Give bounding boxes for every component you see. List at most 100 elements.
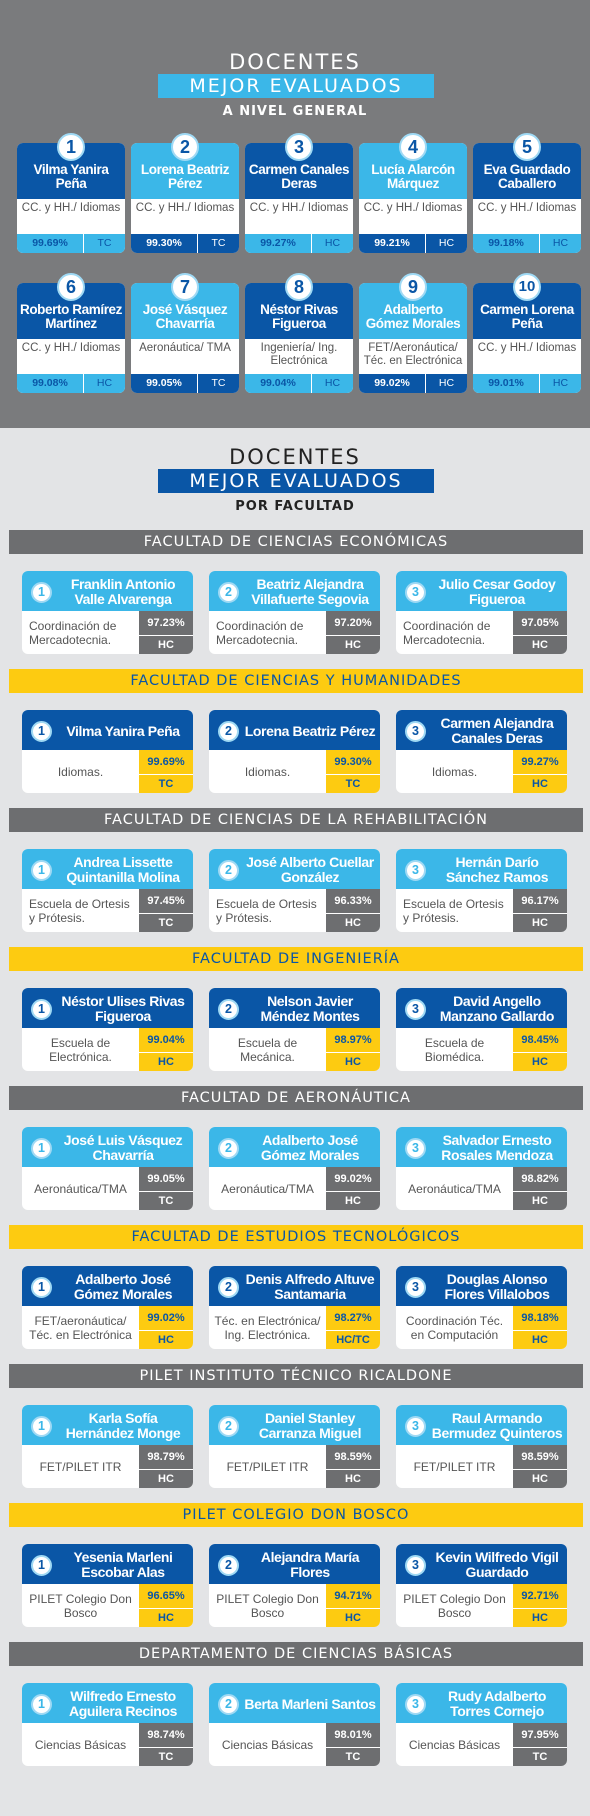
rank-badge: 1 bbox=[31, 999, 52, 1020]
faculty-header: FACULTAD DE ESTUDIOS TECNOLÓGICOS bbox=[9, 1225, 583, 1249]
general-section: DOCENTES MEJOR EVALUADOS A NIVEL GENERAL… bbox=[0, 0, 590, 428]
rank-badge: 1 bbox=[31, 1555, 52, 1576]
teacher-name: Lucía Alarcón Márquez bbox=[371, 162, 455, 191]
score: 99.04% bbox=[260, 377, 296, 389]
card-footer: 99.05% TC bbox=[131, 374, 239, 393]
score: 99.30% bbox=[146, 237, 182, 249]
rank-badge: 3 bbox=[405, 1277, 426, 1298]
faculty-card: 2 Beatriz Alejandra Villafuerte Segovia Co… bbox=[209, 571, 380, 654]
faculty-card: 1 Adalberto José Gómez Morales FET/aeronáu… bbox=[22, 1266, 193, 1349]
contract-type: HC bbox=[139, 1469, 193, 1488]
score: 99.18% bbox=[488, 237, 524, 249]
faculty-card: 2 Berta Marleni Santos Ciencias Básicas 98.… bbox=[209, 1683, 380, 1766]
department: CC. y HH./ Idiomas bbox=[21, 342, 121, 354]
faculty-card: 3 Raul Armando Bermudez Quinteros FET/PILE… bbox=[396, 1405, 567, 1488]
teacher-name: Néstor Ulises Rivas Figueroa bbox=[61, 993, 185, 1024]
general-subtitle: A NIVEL GENERAL bbox=[222, 104, 368, 119]
rank-badge: 3 bbox=[405, 1555, 426, 1576]
rank-badge: 1 bbox=[31, 1694, 52, 1715]
teacher-name: José Alberto Cuellar González bbox=[246, 854, 374, 885]
department: Escuela de Mecánica. bbox=[237, 1035, 298, 1064]
teacher-name: Lorena Beatriz Pérez bbox=[244, 722, 376, 739]
general-title-highlight: MEJOR EVALUADOS bbox=[158, 74, 434, 98]
teacher-name: Daniel Stanley Carranza Miguel bbox=[258, 1410, 362, 1441]
rank-badge: 3 bbox=[405, 721, 426, 742]
contract-type: HC bbox=[539, 234, 581, 253]
teacher-name: Wilfredo Ernesto Aguilera Recinos bbox=[69, 1688, 177, 1719]
faculty-card: 2 Denis Alfredo Altuve Santamaria Téc. en … bbox=[209, 1266, 380, 1349]
rank-badge: 8 bbox=[285, 273, 313, 301]
faculty-header: DEPARTAMENTO DE CIENCIAS BÁSICAS bbox=[9, 1642, 583, 1666]
department: PILET Colegio Don Bosco bbox=[29, 1591, 132, 1620]
faculty-card: 2 Lorena Beatriz Pérez Idiomas. 99.30% TC bbox=[209, 710, 380, 793]
teacher-name: Karla Sofía Hernández Monge bbox=[65, 1410, 181, 1441]
score: 98.59% bbox=[513, 1445, 567, 1469]
teacher-name: David Angello Manzano Gallardo bbox=[439, 993, 555, 1024]
contract-type: HC bbox=[425, 234, 467, 253]
rank-badge: 2 bbox=[218, 860, 239, 881]
contract-type: HC bbox=[425, 374, 467, 393]
contract-type: HC bbox=[311, 234, 353, 253]
teacher-name: Nelson Javier Méndez Montes bbox=[260, 993, 360, 1024]
faculty-card: 3 Salvador Ernesto Rosales Mendoza Aeronáu… bbox=[396, 1127, 567, 1210]
card-footer: 99.18% HC bbox=[473, 234, 581, 253]
general-card: Roberto Ramírez Martínez CC. y HH./ Idiom… bbox=[17, 283, 125, 393]
department: CC. y HH./ Idiomas bbox=[135, 202, 235, 214]
department: Coordinación de Mercadotecnia. bbox=[403, 618, 491, 647]
general-title: DOCENTES bbox=[229, 50, 361, 74]
department: Téc. en Electrónica/ Ing. Electrónica. bbox=[214, 1313, 321, 1342]
rank-badge: 3 bbox=[285, 133, 313, 161]
department: Ingeniería/ Ing. Electrónica bbox=[260, 342, 338, 367]
faculty-header: FACULTAD DE CIENCIAS Y HUMANIDADES bbox=[9, 669, 583, 693]
faculty-card: 1 Franklin Antonio Valle Alvarenga Coordin… bbox=[22, 571, 193, 654]
score: 98.74% bbox=[139, 1723, 193, 1747]
card-footer: 99.27% HC bbox=[245, 234, 353, 253]
general-card: Adalberto Gómez Morales FET/Aeronáutica/ … bbox=[359, 283, 467, 393]
rank-badge: 2 bbox=[218, 1555, 239, 1576]
contract-type: TC bbox=[83, 234, 125, 253]
score: 98.27% bbox=[326, 1306, 380, 1330]
rank-badge: 1 bbox=[57, 133, 85, 161]
general-card: Néstor Rivas Figueroa Ingeniería/ Ing. El… bbox=[245, 283, 353, 393]
department: Escuela de Electrónica. bbox=[49, 1035, 112, 1064]
contract-type: TC bbox=[513, 1747, 567, 1766]
score: 97.23% bbox=[139, 611, 193, 635]
contract-type: HC/TC bbox=[326, 1330, 380, 1349]
contract-type: HC bbox=[139, 1052, 193, 1071]
contract-type: HC bbox=[326, 1052, 380, 1071]
department: Aeronáutica/TMA bbox=[408, 1181, 501, 1196]
rank-badge: 4 bbox=[399, 133, 427, 161]
faculty-header: FACULTAD DE AERONÁUTICA bbox=[9, 1086, 583, 1110]
department: Idiomas. bbox=[431, 764, 478, 779]
rank-badge: 9 bbox=[399, 273, 427, 301]
rank-badge: 10 bbox=[513, 273, 541, 301]
score: 94.71% bbox=[326, 1584, 380, 1608]
general-card: Carmen Canales Deras CC. y HH./ Idiomas 99… bbox=[245, 143, 353, 253]
score: 99.08% bbox=[32, 377, 68, 389]
department: FET/PILET ITR bbox=[39, 1459, 122, 1474]
teacher-name: Rudy Adalberto Torres Cornejo bbox=[447, 1688, 547, 1719]
faculty-header: PILET INSTITUTO TÉCNICO RICALDONE bbox=[9, 1364, 583, 1388]
score: 97.20% bbox=[326, 611, 380, 635]
faculty-header: FACULTAD DE INGENIERÍA bbox=[9, 947, 583, 971]
teacher-name: Hernán Darío Sánchez Ramos bbox=[445, 854, 549, 885]
contract-type: HC bbox=[139, 1608, 193, 1627]
contract-type: HC bbox=[311, 374, 353, 393]
rank-badge: 3 bbox=[405, 1416, 426, 1437]
department: CC. y HH./ Idiomas bbox=[477, 202, 577, 214]
score: 98.59% bbox=[326, 1445, 380, 1469]
faculty-card: 1 Yesenia Marleni Escobar Alas PILET Coleg… bbox=[22, 1544, 193, 1627]
department: Idiomas. bbox=[57, 764, 104, 779]
department: Aeronáutica/ TMA bbox=[139, 342, 231, 354]
faculty-card: 3 Julio Cesar Godoy Figueroa Coordinación … bbox=[396, 571, 567, 654]
rank-badge: 1 bbox=[31, 582, 52, 603]
teacher-name: Adalberto Gómez Morales bbox=[365, 302, 461, 331]
teacher-name: Roberto Ramírez Martínez bbox=[19, 302, 123, 331]
department: PILET Colegio Don Bosco bbox=[403, 1591, 506, 1620]
score: 99.69% bbox=[32, 237, 68, 249]
score: 98.01% bbox=[326, 1723, 380, 1747]
faculty-header: FACULTAD DE CIENCIAS DE LA REHABILITACIÓ… bbox=[9, 808, 583, 832]
rank-badge: 5 bbox=[513, 133, 541, 161]
department: Coordinación de Mercadotecnia. bbox=[216, 618, 304, 647]
faculty-card: 2 Daniel Stanley Carranza Miguel FET/PILET… bbox=[209, 1405, 380, 1488]
